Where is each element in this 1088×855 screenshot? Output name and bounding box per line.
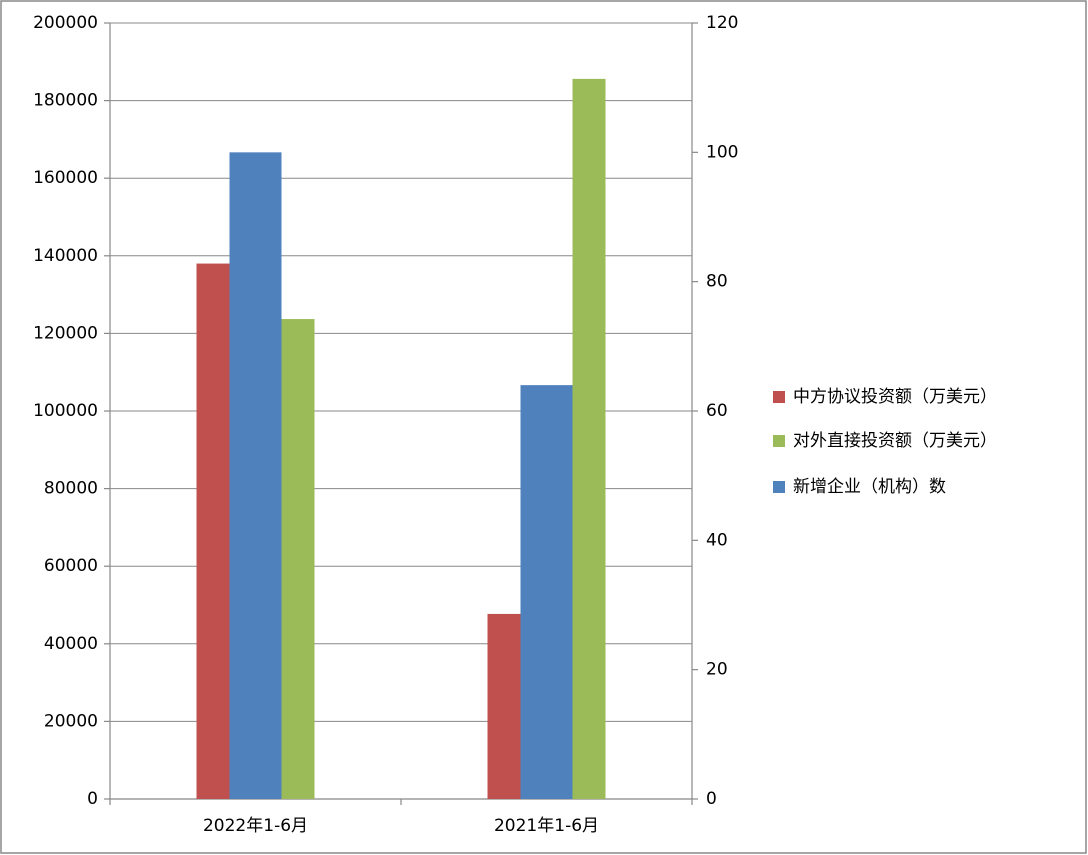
y2-tick-label: 60: [706, 401, 728, 421]
bar: [487, 613, 521, 799]
bar: [196, 263, 230, 799]
legend-swatch: [773, 435, 785, 447]
legend-label: 新增企业（机构）数: [793, 477, 946, 497]
y2-tick-label: 0: [706, 789, 717, 809]
y-tick-label: 140000: [33, 246, 98, 266]
y2-tick-label: 120: [706, 13, 738, 33]
x-tick-label: 2021年1-6月: [494, 816, 599, 836]
legend-swatch: [773, 481, 785, 493]
y-tick-label: 0: [87, 789, 98, 809]
y2-tick-label: 40: [706, 530, 728, 550]
bar: [229, 152, 282, 800]
bar: [520, 385, 573, 799]
y-tick-label: 40000: [44, 634, 98, 654]
y-tick-label: 120000: [33, 323, 98, 343]
legend-label: 中方协议投资额（万美元）: [793, 387, 997, 407]
bar: [281, 319, 315, 799]
legend-swatch: [773, 391, 785, 403]
y2-tick-label: 100: [706, 142, 738, 162]
y-tick-label: 100000: [33, 401, 98, 421]
y2-tick-label: 20: [706, 660, 728, 680]
y-tick-label: 180000: [33, 91, 98, 111]
x-tick-label: 2022年1-6月: [203, 816, 308, 836]
y-tick-label: 20000: [44, 711, 98, 731]
y-tick-label: 60000: [44, 556, 98, 576]
legend-label: 对外直接投资额（万美元）: [793, 431, 997, 451]
y-tick-label: 80000: [44, 479, 98, 499]
y-tick-label: 200000: [33, 13, 98, 33]
bar: [572, 78, 606, 799]
y2-tick-label: 80: [706, 272, 728, 292]
y-tick-label: 160000: [33, 168, 98, 188]
